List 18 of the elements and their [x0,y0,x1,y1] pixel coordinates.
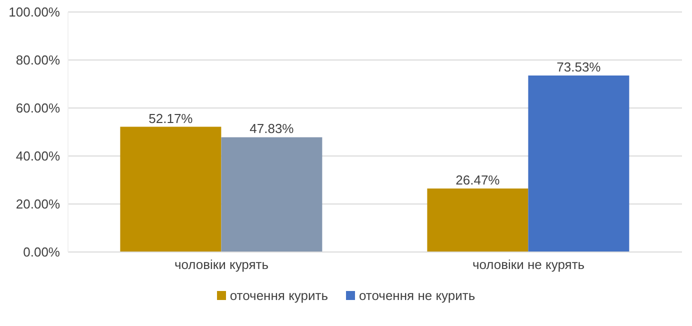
legend-label: оточення не курить [358,288,476,303]
data-label: 73.53% [556,60,602,75]
x-tick-label: чоловіки курять [174,257,269,272]
data-label: 52.17% [148,110,194,126]
data-label: 26.47% [456,172,500,188]
legend-label: оточення курить [230,288,328,303]
y-tick-label: 0.00% [23,244,60,260]
y-tick-label: 80.00% [16,52,60,68]
y-tick-label: 60.00% [16,100,60,116]
bar [120,126,222,252]
y-tick-label: 100.00% [8,4,60,20]
x-tick-label: чоловіки не курять [472,257,585,272]
y-tick-label: 20.00% [16,196,60,212]
bar [427,188,528,252]
y-tick-label: 40.00% [16,148,60,164]
data-label: 47.83% [250,121,294,136]
bar [221,137,322,252]
bar [528,76,630,252]
